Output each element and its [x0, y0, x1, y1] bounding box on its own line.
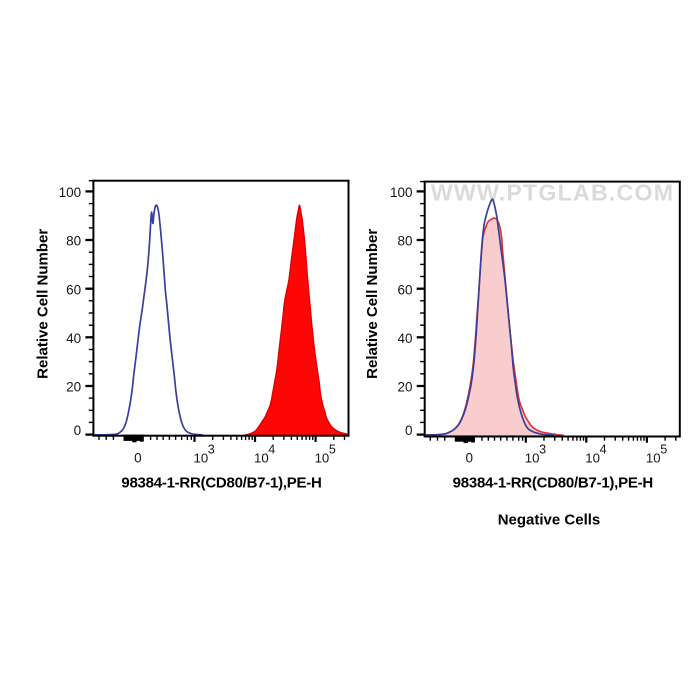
svg-text:40: 40 [397, 331, 412, 346]
svg-text:80: 80 [66, 234, 81, 249]
svg-text:80: 80 [397, 234, 412, 249]
svg-text:20: 20 [66, 380, 81, 395]
svg-text:5: 5 [329, 442, 336, 456]
svg-text:Negative Cells: Negative Cells [498, 512, 601, 529]
svg-text:Relative Cell Number: Relative Cell Number [34, 229, 51, 379]
svg-text:10: 10 [254, 451, 269, 466]
svg-text:0: 0 [465, 451, 473, 466]
svg-text:0: 0 [405, 423, 413, 438]
svg-text:10: 10 [525, 451, 540, 466]
svg-text:10: 10 [585, 451, 600, 466]
svg-text:10: 10 [194, 451, 209, 466]
svg-text:4: 4 [600, 442, 607, 456]
svg-text:20: 20 [397, 380, 412, 395]
svg-text:98384-1-RR(CD80/B7-1),PE-H: 98384-1-RR(CD80/B7-1),PE-H [453, 475, 653, 492]
svg-text:60: 60 [397, 282, 412, 297]
svg-text:5: 5 [660, 442, 667, 456]
svg-text:10: 10 [315, 451, 330, 466]
svg-text:0: 0 [134, 451, 142, 466]
svg-text:100: 100 [59, 185, 82, 200]
svg-text:3: 3 [208, 442, 215, 456]
svg-text:WWW.PTGLAB.COM: WWW.PTGLAB.COM [431, 179, 674, 205]
svg-text:10: 10 [646, 451, 661, 466]
svg-text:40: 40 [66, 331, 81, 346]
svg-text:100: 100 [390, 185, 413, 200]
svg-text:98384-1-RR(CD80/B7-1),PE-H: 98384-1-RR(CD80/B7-1),PE-H [121, 475, 321, 492]
svg-text:Relative Cell Number: Relative Cell Number [364, 229, 381, 379]
svg-text:0: 0 [74, 423, 82, 438]
svg-text:4: 4 [268, 442, 275, 456]
svg-text:3: 3 [539, 442, 546, 456]
svg-text:60: 60 [66, 282, 81, 297]
